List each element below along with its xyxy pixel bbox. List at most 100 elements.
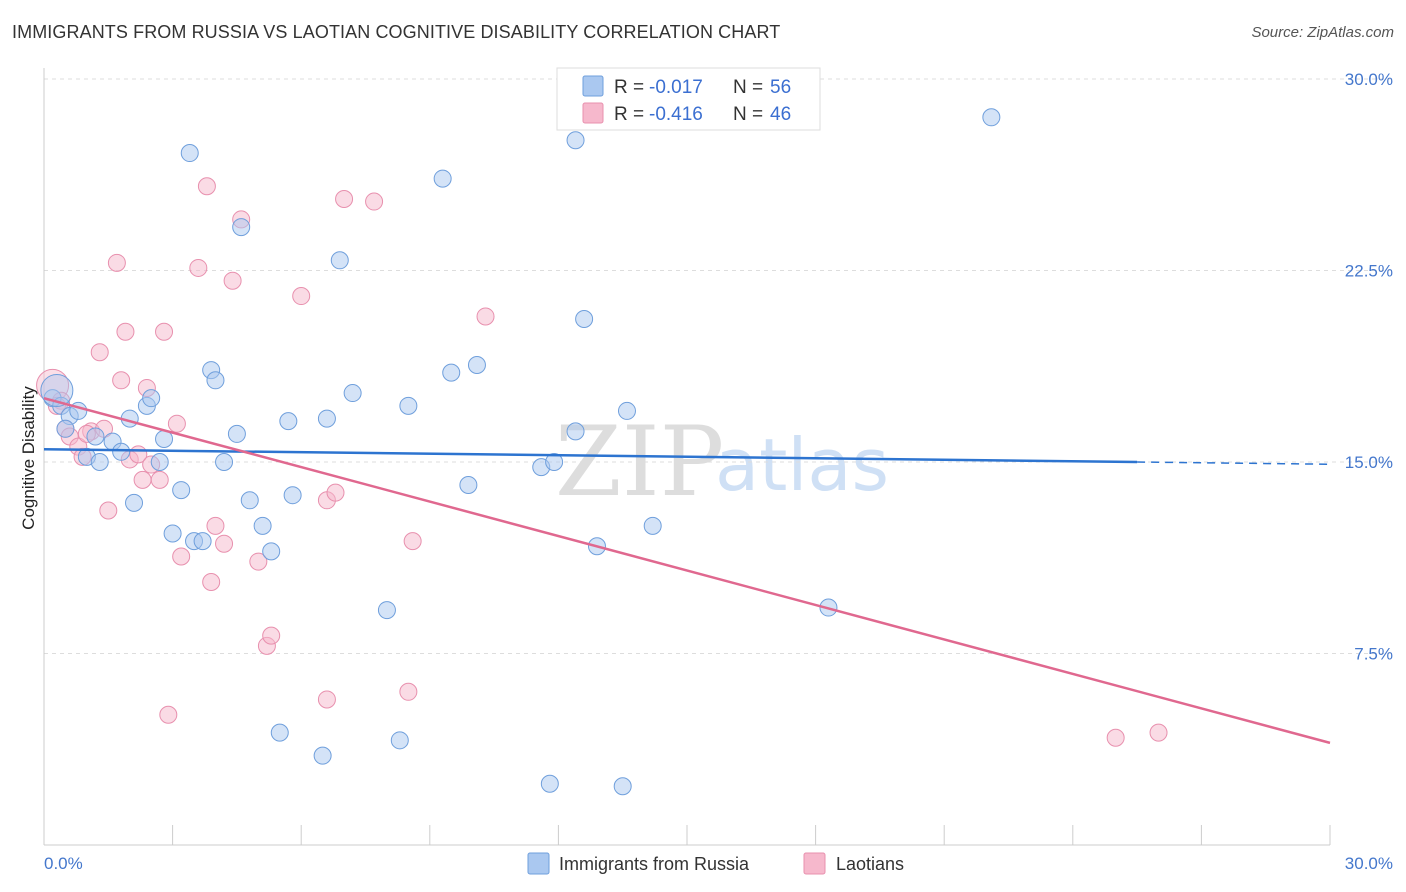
russia-point [90,453,109,471]
chart-title: IMMIGRANTS FROM RUSSIA VS LAOTIAN COGNIT… [12,22,781,42]
russia-point [566,422,585,441]
laotians-point [155,322,174,341]
russia-point [262,542,281,561]
russia-point [279,412,298,431]
laotians-point [215,534,234,553]
russia-point [343,384,362,403]
russia-point [566,131,585,150]
legend-r-value-russia: -0.017 [649,77,703,98]
laotians-point [202,573,221,592]
bottom-legend-laotians: Laotians [836,854,904,874]
russia-point [433,169,452,188]
russia-point [227,424,246,443]
russia-trend-extension [1137,461,1331,466]
bottom-swatch-russia [527,852,550,875]
laotians-point [112,371,131,390]
laotians-point [99,501,118,520]
russia-point [56,419,75,438]
legend-swatch-laotians [582,102,604,124]
legend-r-value-laotians: -0.416 [649,104,703,125]
laotians-point [365,192,384,211]
russia-point [172,481,191,500]
russia-point [613,777,632,796]
x-tick-label-min: 0.0% [44,854,83,873]
laotians-point [116,322,135,341]
russia-point [270,723,289,742]
legend-n-value-laotians: 46 [770,104,791,125]
legend-n-label-laotians: N = [733,104,763,125]
russia-point [545,453,564,471]
bottom-swatch-laotians [803,852,826,875]
russia-point [459,475,478,494]
legend-n-value-russia: 56 [770,77,791,98]
y-tick-label: 15.0% [1345,453,1393,472]
y-tick-label: 30.0% [1345,70,1393,89]
laotians-point [167,414,186,433]
russia-point [330,251,349,270]
russia-point [163,524,182,543]
russia-point [232,218,251,237]
laotians-point [292,287,311,306]
russia-point [377,601,396,620]
russia-point [283,486,302,505]
russia-point [442,363,461,382]
russia-point [86,427,105,446]
russia-point [125,493,144,512]
laotians-point [107,253,126,272]
legend-swatch-russia [582,75,604,97]
laotians-point [249,552,268,571]
russia-point [313,746,332,765]
legend-r-label-russia: R = [614,77,644,98]
russia-point [317,409,336,428]
russia-point [540,774,559,793]
laotians-point [399,682,418,701]
russia-point [982,108,1001,127]
laotians-point [1106,728,1125,747]
laotians-trend-line [43,396,1331,745]
laotians-point [133,470,152,489]
russia-point [643,516,662,535]
russia-point [112,442,131,461]
russia-point [390,731,409,750]
laotians-point [206,516,225,535]
russia-points [40,108,1001,796]
russia-point [206,371,225,390]
laotians-point [1149,723,1168,742]
y-tick-label: 22.5% [1345,262,1393,281]
russia-trend-line [43,447,1138,464]
stats-legend: R = -0.017 N = 56 R = -0.416 N = 46 [556,67,821,131]
laotians-point [403,532,422,551]
russia-point [617,401,636,420]
y-tick-labels: 7.5% 15.0% 22.5% 30.0% [1345,70,1393,664]
y-tick-label: 7.5% [1354,645,1393,664]
laotians-point [262,626,281,645]
axes [43,68,1331,846]
watermark-atlas: atlas [715,423,889,507]
laotians-point [150,470,169,489]
laotians-point [197,177,216,196]
laotians-point [172,547,191,566]
legend-n-label-russia: N = [733,77,763,98]
laotians-point [223,271,242,290]
gridlines [44,78,1393,654]
russia-point [180,144,199,163]
source-credit: Source: ZipAtlas.com [1251,24,1394,41]
legend-r-label-laotians: R = [614,104,644,125]
laotians-point [335,190,354,209]
russia-point [142,389,161,408]
laotians-point [317,690,336,709]
laotians-point [326,483,345,502]
laotians-point [90,343,109,362]
y-axis-label: Cognitive Disability [19,386,38,530]
russia-point [467,355,486,374]
laotians-point [189,258,208,277]
russia-point [215,453,234,471]
series-legend: Immigrants from Russia Laotians [527,852,904,875]
russia-point [193,532,212,551]
russia-point [150,453,169,471]
russia-point [253,516,272,535]
russia-point [399,396,418,415]
laotians-point [159,705,178,724]
trend-lines [43,396,1331,745]
russia-point [575,310,594,329]
